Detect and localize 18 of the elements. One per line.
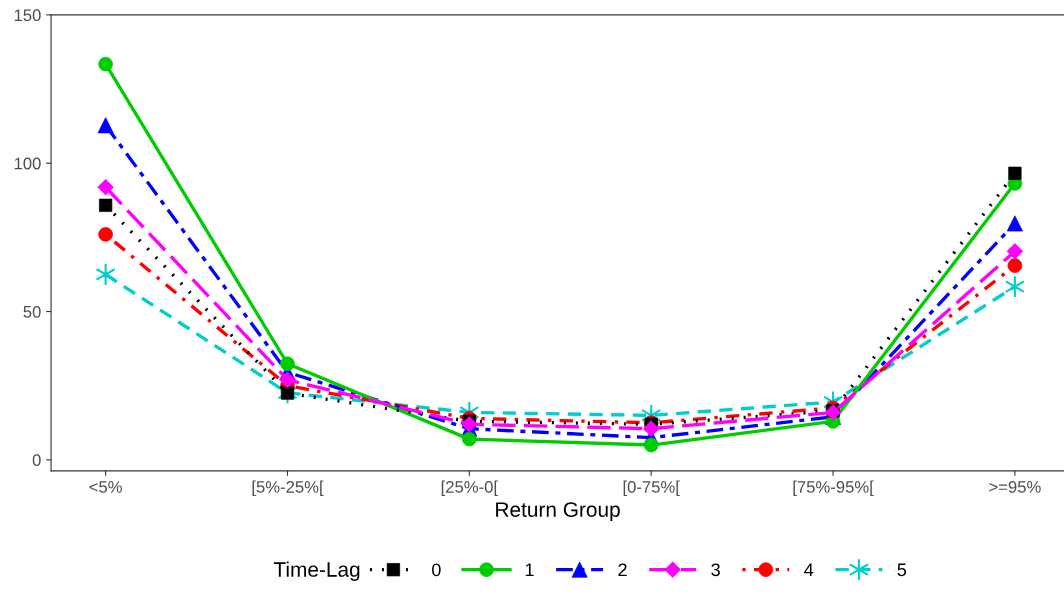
x-tick-label: [0-75%[ — [623, 480, 680, 497]
x-tick-label: [25%-0[ — [441, 480, 498, 497]
legend-label: 1 — [525, 563, 534, 576]
x-axis-title: Return Group — [496, 502, 620, 522]
legend-label: 2 — [618, 563, 627, 576]
legend-label: 5 — [897, 563, 907, 577]
x-tick-label: >=95% — [989, 481, 1041, 493]
x-tick-label: [75%-95%[ — [793, 480, 874, 497]
y-tick-label: 150 — [14, 9, 41, 22]
y-tick-label: 50 — [23, 305, 41, 318]
legend-label: 4 — [804, 563, 814, 576]
y-tick-label: 0 — [32, 454, 41, 467]
y-tick-label: 100 — [14, 157, 41, 170]
legend-title: Time-Lag — [273, 561, 360, 581]
legend-label: 3 — [711, 563, 720, 577]
x-tick-label: <5% — [89, 481, 122, 493]
legend-label: 0 — [432, 563, 441, 577]
x-tick-label: [5%-25%[ — [252, 480, 324, 497]
